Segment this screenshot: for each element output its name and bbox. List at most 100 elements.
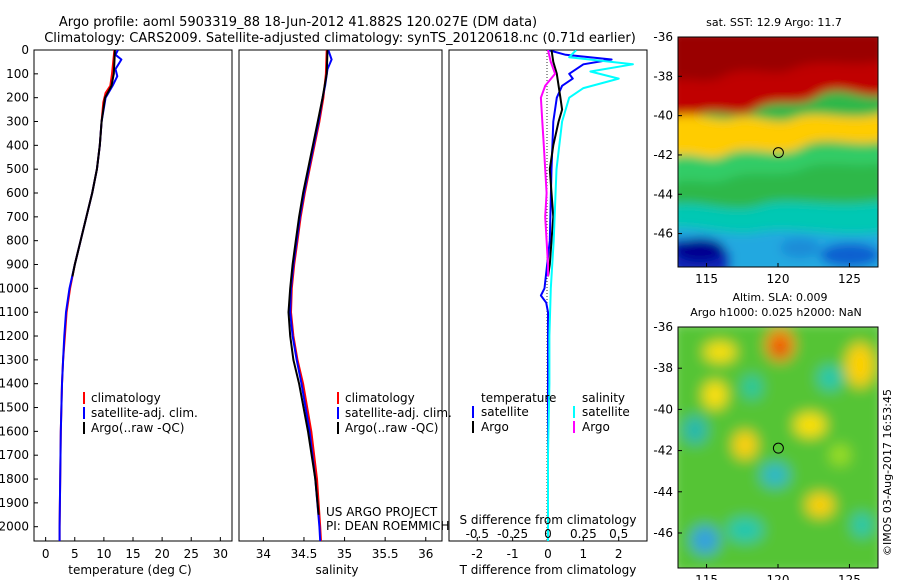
series-line-argo-raw-qc- <box>287 50 329 515</box>
difference-series <box>539 50 634 541</box>
depth-tick-label: 1600 <box>0 424 29 438</box>
difference-legend: temperature salinity satellite Argo sate… <box>472 391 630 434</box>
difference-panel: -2 -1 0 1 2 T difference from climatology S … <box>448 49 648 577</box>
depth-tick-label: 200 <box>6 91 29 105</box>
x-tick-label: -1 <box>507 547 519 561</box>
map-x-tick-label: 125 <box>838 272 861 286</box>
x-tick-label: 15 <box>125 547 140 561</box>
salinity-panel: 34 34.5 35 35.5 36 salinity climatology sate… <box>238 49 452 577</box>
salinity-legend: climatology satellite-adj. clim. Argo(..… <box>337 391 452 435</box>
x-tick-label: 2 <box>615 547 623 561</box>
series-line-argo-raw-qc- <box>71 50 116 277</box>
sla-argo-marker <box>772 442 784 454</box>
x-tick-label: 36 <box>418 547 433 561</box>
map-y-tick-label: -38 <box>653 361 673 375</box>
x-tick-label: 1 <box>580 547 588 561</box>
series-line-s-satellite <box>547 50 634 541</box>
series-line-satellite-adj-clim- <box>289 50 333 541</box>
depth-tick-label: 400 <box>6 138 29 152</box>
temperature-plot-frame <box>33 49 233 542</box>
legend-satellite-label: satellite-adj. clim. <box>91 406 198 420</box>
x-tick-label: 34 <box>256 547 271 561</box>
depth-tick-label: 1000 <box>0 281 29 295</box>
pi-annotation-line2: PI: DEAN ROEMMICH <box>326 519 449 533</box>
sst-map-title: sat. SST: 12.9 Argo: 11.7 <box>706 16 842 29</box>
legend-argo-label: Argo(..raw -QC) <box>345 421 438 435</box>
depth-tick-label: 1500 <box>0 401 29 415</box>
x-tick-label: 25 <box>184 547 199 561</box>
top-tick-label: 0 <box>544 527 552 541</box>
x-tick-label: 5 <box>71 547 79 561</box>
temperature-depth-ticks: 0 100 200 300 400 500 600 700 800 900 1000 1100 1200… <box>0 43 38 534</box>
series-line-t-argo <box>547 50 564 277</box>
map-y-tick-label: -44 <box>653 187 673 201</box>
depth-tick-label: 500 <box>6 162 29 176</box>
salinity-xlabel: salinity <box>315 563 358 577</box>
sla-map-title-line2: Argo h1000: 0.025 h2000: NaN <box>690 306 862 319</box>
map-y-tick-label: -46 <box>653 227 673 241</box>
difference-top-label: S difference from climatology <box>460 513 637 527</box>
salinity-series <box>287 50 333 541</box>
temperature-x-ticks: 0 5 10 15 20 25 30 <box>42 537 228 561</box>
depth-tick-label: 1900 <box>0 496 29 510</box>
x-tick-label: 35.5 <box>372 547 399 561</box>
map-y-tick-label: -36 <box>653 320 673 334</box>
imos-credit: ©IMOS 03-Aug-2017 16:53:45 <box>881 389 894 556</box>
depth-tick-label: 700 <box>6 210 29 224</box>
x-tick-label: -2 <box>471 547 483 561</box>
sla-map-ticks: 115 120 125 -36 -38 -40 -42 -44 -46 <box>653 320 860 580</box>
sst-map-panel: sat. SST: 12.9 Argo: 11.7 115 120 125 -36 -3… <box>653 16 879 286</box>
map-x-tick-label: 125 <box>838 573 861 580</box>
x-tick-label: 0 <box>544 547 552 561</box>
legend-t-satellite-label: satellite <box>481 405 529 419</box>
pi-annotation-line1: US ARGO PROJECT <box>326 505 438 519</box>
temperature-xlabel: temperature (deg C) <box>68 563 191 577</box>
depth-tick-label: 0 <box>21 43 29 57</box>
figure-title-line1: Argo profile: aoml 5903319_88 18-Jun-201… <box>59 15 537 30</box>
difference-x-ticks: -2 -1 0 1 2 <box>471 537 623 561</box>
depth-tick-label: 1200 <box>0 329 29 343</box>
difference-xlabel: T difference from climatology <box>459 563 637 577</box>
x-tick-label: 35 <box>337 547 352 561</box>
top-tick-label: 0.5 <box>609 527 628 541</box>
salinity-x-ticks: 34 34.5 35 35.5 36 <box>256 537 433 561</box>
depth-tick-label: 1700 <box>0 448 29 462</box>
sst-map-ticks: 115 120 125 -36 -38 -40 -42 -44 -46 <box>653 30 860 286</box>
depth-tick-label: 1100 <box>0 305 29 319</box>
map-y-tick-label: -46 <box>653 526 673 540</box>
x-tick-label: 10 <box>96 547 111 561</box>
map-y-tick-label: -40 <box>653 402 673 416</box>
x-tick-label: 34.5 <box>291 547 318 561</box>
series-line-s-argo <box>539 50 557 277</box>
top-tick-label: -0.5 <box>466 527 489 541</box>
map-x-tick-label: 115 <box>695 272 718 286</box>
map-x-tick-label: 120 <box>767 272 790 286</box>
temperature-series <box>58 50 123 541</box>
sst-map-image <box>678 37 878 267</box>
depth-tick-label: 800 <box>6 234 29 248</box>
legend-header-salinity: salinity <box>582 391 625 405</box>
depth-tick-label: 100 <box>6 67 29 81</box>
legend-s-argo-label: Argo <box>582 420 610 434</box>
x-tick-label: 20 <box>154 547 169 561</box>
legend-satellite-label: satellite-adj. clim. <box>345 406 452 420</box>
map-y-tick-label: -42 <box>653 444 673 458</box>
map-y-tick-label: -40 <box>653 109 673 123</box>
series-line-t-satellite <box>539 50 613 541</box>
depth-tick-label: 1800 <box>0 472 29 486</box>
depth-tick-label: 2000 <box>0 520 29 534</box>
depth-tick-label: 900 <box>6 258 29 272</box>
salinity-plot-frame <box>238 49 443 542</box>
top-tick-label: -0.25 <box>497 527 528 541</box>
legend-argo-label: Argo(..raw -QC) <box>91 421 184 435</box>
sla-map-panel: Altim. SLA: 0.009 Argo h1000: 0.025 h200… <box>653 291 879 580</box>
map-x-tick-label: 120 <box>767 573 790 580</box>
series-line-climatology <box>290 50 328 541</box>
top-tick-label: 0.25 <box>570 527 597 541</box>
map-y-tick-label: -36 <box>653 30 673 44</box>
series-line-satellite-adj-clim- <box>58 50 123 541</box>
difference-top-ticks: -0.5 -0.25 0 0.25 0.5 <box>466 527 629 541</box>
sla-map-image <box>678 327 878 568</box>
depth-tick-label: 600 <box>6 186 29 200</box>
